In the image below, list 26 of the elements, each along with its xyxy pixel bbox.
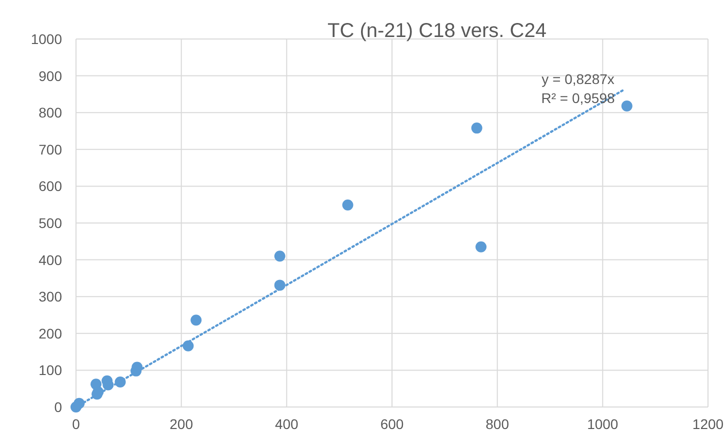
y-tick-label: 300 — [38, 288, 62, 305]
point — [190, 314, 202, 326]
y-tick-label: 400 — [38, 252, 62, 268]
x-tick-label: 400 — [274, 416, 299, 432]
y-tick-label: 200 — [38, 325, 62, 342]
point — [274, 250, 286, 262]
point — [476, 241, 487, 252]
point — [342, 199, 354, 210]
y-tick-label: 900 — [38, 68, 62, 84]
x-tick-label: 600 — [380, 416, 404, 432]
point — [471, 122, 482, 134]
y-tick-label: 0 — [54, 399, 62, 415]
y-tick-label: 700 — [38, 141, 62, 158]
y-tick-label: 100 — [38, 362, 62, 378]
x-tick-label: 0 — [72, 416, 80, 432]
chart-title: TC (n-21) C18 vers. C24 — [328, 20, 546, 42]
annotation: y = 0,8287x — [542, 71, 614, 87]
x-tick-label: 200 — [170, 416, 194, 432]
x-tick-label: 800 — [486, 416, 510, 432]
y-tick-label: 1000 — [30, 31, 62, 47]
y-tick-label: 600 — [38, 178, 62, 194]
point — [621, 100, 632, 112]
y-tick-label: 800 — [38, 104, 62, 121]
y-tick-label: 500 — [38, 215, 62, 231]
x-tick-label: 1200 — [692, 416, 724, 432]
x-tick-label: 1000 — [587, 416, 618, 432]
